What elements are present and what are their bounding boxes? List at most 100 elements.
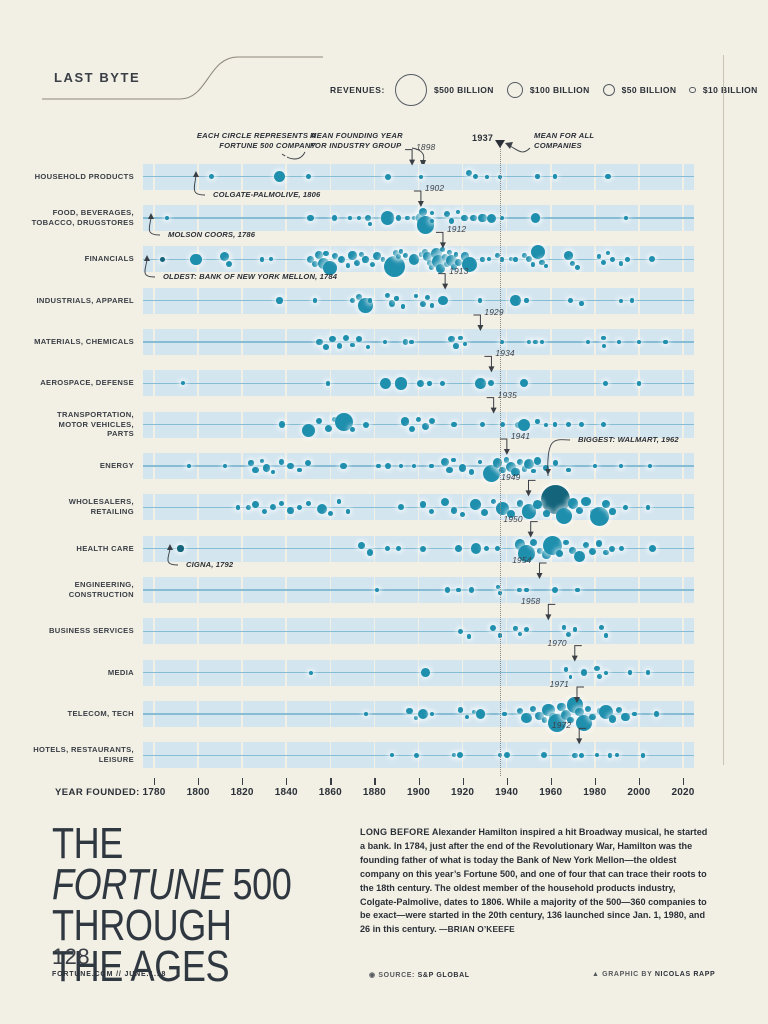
company-dot[interactable] [498, 466, 506, 474]
company-dot[interactable] [429, 463, 435, 469]
company-dot[interactable] [521, 466, 527, 472]
company-dot[interactable] [499, 422, 505, 428]
company-dot[interactable] [446, 466, 453, 474]
company-dot[interactable] [366, 549, 374, 557]
company-dot[interactable] [506, 462, 517, 472]
company-dot[interactable] [514, 539, 526, 550]
company-dot[interactable] [160, 256, 166, 262]
company-dot[interactable] [358, 251, 364, 257]
company-dot[interactable] [473, 174, 479, 180]
company-dot[interactable] [572, 627, 578, 632]
company-dot[interactable] [356, 216, 361, 220]
company-dot[interactable] [625, 256, 631, 262]
company-dot[interactable] [429, 711, 434, 717]
company-dot[interactable] [614, 753, 619, 758]
company-dot[interactable] [586, 339, 591, 345]
company-dot[interactable] [348, 216, 352, 220]
company-dot[interactable] [565, 422, 571, 428]
company-dot[interactable] [356, 336, 362, 342]
company-dot[interactable] [305, 460, 312, 466]
company-dot[interactable] [349, 427, 355, 433]
company-dot[interactable] [398, 464, 403, 468]
company-dot[interactable] [270, 469, 276, 475]
company-dot[interactable] [235, 505, 240, 510]
company-dot[interactable] [381, 257, 386, 262]
company-dot[interactable] [503, 752, 510, 759]
company-dot[interactable] [609, 508, 616, 515]
company-dot[interactable] [453, 343, 459, 349]
company-dot[interactable] [413, 752, 419, 758]
company-dot[interactable] [594, 666, 600, 672]
company-dot[interactable] [355, 293, 362, 300]
company-dot[interactable] [484, 546, 490, 552]
company-dot[interactable] [500, 215, 505, 221]
company-dot[interactable] [441, 254, 449, 261]
company-dot[interactable] [563, 667, 569, 672]
company-dot[interactable] [482, 464, 500, 482]
company-dot[interactable] [533, 499, 542, 509]
company-dot[interactable] [301, 424, 315, 438]
company-dot[interactable] [490, 498, 497, 505]
company-dot[interactable] [601, 500, 610, 509]
company-dot[interactable] [345, 508, 351, 514]
company-dot[interactable] [616, 707, 623, 713]
company-dot[interactable] [388, 300, 396, 307]
company-dot[interactable] [574, 551, 585, 562]
company-dot[interactable] [497, 633, 503, 638]
company-dot[interactable] [552, 174, 558, 179]
company-dot[interactable] [460, 252, 469, 261]
company-dot[interactable] [603, 380, 609, 386]
company-dot[interactable] [311, 261, 318, 268]
company-dot[interactable] [568, 298, 573, 304]
company-dot[interactable] [516, 708, 523, 714]
company-dot[interactable] [535, 711, 545, 721]
company-dot[interactable] [246, 504, 252, 510]
company-dot[interactable] [262, 464, 270, 472]
company-dot[interactable] [426, 260, 433, 267]
company-dot[interactable] [316, 417, 323, 424]
company-dot[interactable] [279, 500, 285, 506]
company-dot[interactable] [470, 498, 482, 510]
company-dot[interactable] [552, 422, 558, 427]
company-dot[interactable] [623, 504, 629, 510]
company-dot[interactable] [474, 377, 486, 389]
company-dot[interactable] [430, 247, 442, 259]
company-dot[interactable] [500, 257, 505, 262]
company-dot[interactable] [429, 219, 434, 223]
company-dot[interactable] [535, 174, 540, 179]
company-dot[interactable] [419, 500, 427, 508]
company-dot[interactable] [555, 508, 572, 525]
company-dot[interactable] [543, 510, 550, 517]
company-dot[interactable] [495, 252, 501, 258]
company-dot[interactable] [589, 506, 609, 526]
company-dot[interactable] [486, 213, 496, 223]
company-dot[interactable] [427, 381, 432, 386]
company-dot[interactable] [647, 463, 653, 469]
company-dot[interactable] [332, 215, 338, 221]
company-dot[interactable] [315, 251, 324, 260]
company-dot[interactable] [589, 713, 596, 721]
company-dot[interactable] [363, 712, 368, 716]
company-dot[interactable] [568, 674, 573, 679]
company-dot[interactable] [636, 380, 642, 386]
company-dot[interactable] [510, 295, 521, 306]
company-dot[interactable] [323, 250, 329, 256]
company-dot[interactable] [500, 339, 505, 345]
company-dot[interactable] [484, 174, 489, 179]
company-dot[interactable] [478, 459, 483, 465]
company-dot[interactable] [279, 459, 285, 465]
company-dot[interactable] [529, 705, 537, 713]
company-dot[interactable] [530, 262, 536, 267]
company-dot[interactable] [396, 546, 402, 552]
company-dot[interactable] [394, 296, 399, 301]
company-dot[interactable] [297, 467, 302, 473]
company-dot[interactable] [450, 421, 457, 428]
company-dot[interactable] [619, 261, 624, 266]
company-dot[interactable] [440, 246, 446, 252]
company-dot[interactable] [579, 301, 584, 306]
company-dot[interactable] [541, 752, 548, 759]
company-dot[interactable] [572, 752, 578, 758]
company-dot[interactable] [521, 712, 532, 724]
company-dot[interactable] [312, 298, 318, 303]
company-dot[interactable] [405, 215, 410, 221]
